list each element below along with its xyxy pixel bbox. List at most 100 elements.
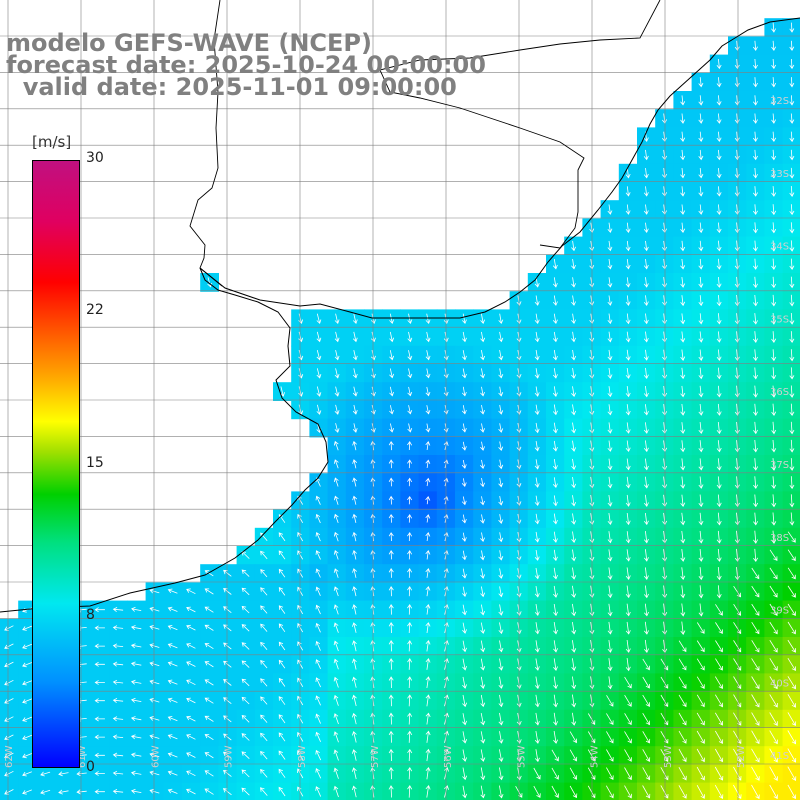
- wind-arrow: [461, 460, 467, 469]
- wind-arrow: [771, 349, 777, 362]
- wind-arrow: [714, 694, 723, 708]
- wind-arrow: [787, 748, 797, 763]
- wind-arrow: [534, 331, 540, 343]
- wind-arrow: [625, 240, 631, 252]
- wind-arrow: [733, 712, 742, 726]
- wind-arrow: [4, 625, 14, 631]
- wind-arrow: [753, 385, 758, 398]
- wind-arrow: [606, 767, 614, 781]
- wind-arrow: [553, 712, 558, 726]
- speed-cell: [782, 309, 800, 329]
- speed-cell: [782, 709, 800, 729]
- wind-arrow: [643, 295, 649, 307]
- wind-arrow: [771, 458, 777, 471]
- lat-label: 34S: [770, 242, 789, 253]
- wind-arrow: [315, 586, 321, 596]
- wind-arrow: [752, 258, 758, 270]
- wind-arrow: [498, 496, 504, 506]
- wind-arrow: [715, 640, 723, 653]
- wind-arrow: [625, 440, 631, 453]
- speed-cell: [254, 782, 274, 800]
- wind-arrow: [461, 441, 467, 451]
- wind-arrow: [769, 676, 778, 690]
- speed-cell: [782, 582, 800, 602]
- wind-arrow: [643, 204, 649, 215]
- wind-arrow: [388, 730, 394, 743]
- wind-arrow: [498, 350, 504, 361]
- wind-arrow: [643, 422, 649, 434]
- lat-label: 35S: [770, 314, 789, 325]
- wind-arrow: [316, 313, 322, 325]
- wind-arrow: [498, 604, 504, 616]
- wind-arrow: [571, 495, 577, 507]
- wind-arrow: [643, 367, 649, 380]
- speed-cell: [782, 327, 800, 347]
- wind-arrow: [278, 641, 286, 651]
- wind-arrow: [461, 550, 467, 561]
- wind-arrow: [462, 586, 467, 598]
- wind-arrow: [498, 477, 504, 488]
- wind-arrow: [734, 222, 740, 234]
- speed-cell: [782, 491, 800, 511]
- wind-arrow: [76, 789, 87, 795]
- wind-arrow: [94, 625, 105, 631]
- wind-arrow: [498, 550, 504, 561]
- wind-arrow: [607, 404, 613, 416]
- wind-arrow: [552, 259, 558, 270]
- wind-arrow: [607, 295, 613, 306]
- speed-cell: [782, 109, 800, 128]
- wind-arrow: [130, 679, 142, 685]
- wind-arrow: [167, 625, 178, 631]
- wind-arrow: [186, 643, 196, 649]
- wind-arrow: [462, 731, 468, 744]
- wind-arrow: [534, 404, 540, 416]
- wind-arrow: [241, 751, 250, 759]
- speed-cell: [127, 782, 147, 800]
- wind-arrow: [461, 368, 467, 379]
- wind-arrow: [587, 767, 596, 780]
- wind-arrow: [625, 494, 631, 507]
- lat-label: 39S: [770, 606, 789, 617]
- wind-arrow: [260, 623, 268, 632]
- wind-arrow: [716, 186, 722, 197]
- wind-arrow: [625, 639, 631, 653]
- wind-arrow: [407, 622, 413, 634]
- wind-arrow: [643, 331, 649, 343]
- wind-arrow: [407, 350, 413, 361]
- wind-arrow: [407, 532, 413, 542]
- speed-cell: [163, 782, 183, 800]
- wind-arrow: [241, 569, 250, 577]
- wind-arrow: [498, 712, 504, 726]
- wind-arrow: [714, 766, 724, 781]
- wind-arrow: [461, 532, 467, 542]
- wind-arrow: [552, 422, 558, 434]
- wind-arrow: [752, 167, 758, 179]
- wind-arrow: [698, 567, 704, 581]
- wind-arrow: [643, 476, 649, 489]
- wind-arrow: [534, 531, 540, 543]
- wind-arrow: [571, 549, 577, 562]
- latitude-labels: 32S 33S 34S 35S 36S 37S 38S 39S 40S 41S: [770, 96, 789, 762]
- wind-arrow: [204, 661, 214, 668]
- wind-arrow: [352, 440, 357, 451]
- wind-arrow: [388, 785, 394, 798]
- speed-cell: [0, 764, 19, 784]
- wind-arrow: [352, 568, 357, 578]
- wind-arrow: [607, 349, 613, 361]
- wind-arrow: [607, 658, 613, 672]
- wind-arrow: [771, 204, 777, 216]
- wind-arrow: [734, 458, 740, 471]
- wind-arrow: [316, 331, 322, 343]
- wind-arrow: [316, 350, 322, 361]
- wind-arrow: [425, 622, 431, 634]
- wind-arrow: [112, 679, 124, 685]
- wind-arrow: [625, 186, 631, 197]
- wind-arrow: [607, 331, 613, 343]
- wind-arrow: [698, 422, 704, 435]
- colorbar-tick-22: 22: [86, 302, 104, 318]
- wind-arrow: [753, 530, 759, 544]
- wind-arrow: [771, 222, 777, 234]
- wind-arrow: [789, 258, 795, 270]
- wind-arrow: [607, 204, 613, 215]
